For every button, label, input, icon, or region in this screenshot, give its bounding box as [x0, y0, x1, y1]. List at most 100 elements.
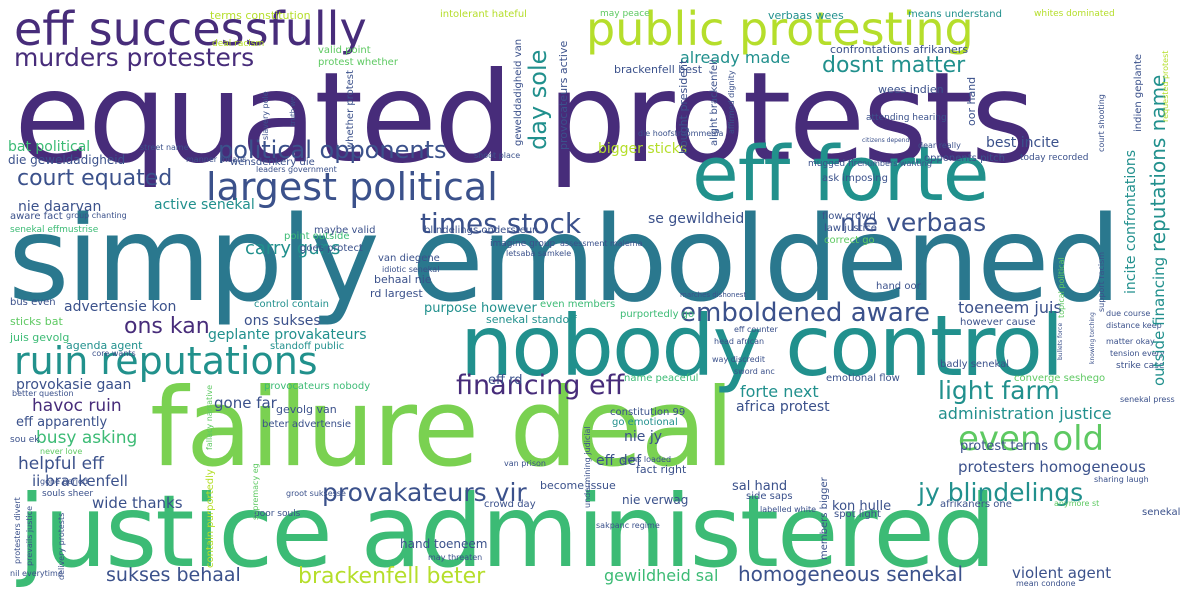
word: provakateurs vir	[322, 478, 527, 507]
word: toeneem juis	[958, 298, 1062, 317]
word: sou ek	[10, 435, 40, 445]
word: light farm	[938, 376, 1060, 405]
word: deal racism	[212, 39, 265, 49]
word: contain purportedly	[205, 469, 216, 568]
word: converge seshego	[1014, 373, 1106, 384]
word: even old	[958, 419, 1105, 459]
word: wide thanks	[92, 494, 183, 512]
word: constitution 99	[610, 407, 686, 418]
word: truth we	[289, 96, 297, 127]
word: knowing torching	[1089, 312, 1096, 364]
word: delivery protests	[57, 512, 66, 580]
word: maybe valid	[314, 225, 376, 236]
word: homogeneous senekal	[738, 562, 964, 586]
word: means understand	[908, 9, 1002, 20]
word: active senekal	[154, 197, 255, 213]
word: guns loaded	[622, 455, 672, 464]
word: correct go	[824, 235, 875, 246]
word: senekal standoff	[486, 313, 577, 326]
word: gevolg van	[276, 403, 337, 416]
word: distance keep	[1106, 321, 1162, 330]
word: numbers wanting	[862, 159, 932, 168]
word: core wants	[92, 349, 136, 358]
word: indien geplante	[1133, 53, 1144, 132]
word: havoc ruin	[32, 396, 122, 416]
word: street name	[140, 143, 189, 152]
word: beter advertensie	[262, 419, 352, 430]
word: undermining judicial	[583, 426, 592, 508]
word: die geweldadigheid	[8, 153, 126, 167]
word: protest whether	[318, 57, 398, 68]
word: senekal press	[1120, 395, 1175, 404]
word: protesters divert	[13, 497, 22, 564]
word: labelled white	[760, 505, 817, 514]
word: mean condone	[1016, 579, 1076, 588]
word: gewelddadigheid van	[513, 38, 524, 146]
word: africa protest	[736, 399, 830, 415]
word: sakpanc regime	[596, 521, 660, 530]
word: advertensie kon	[64, 299, 177, 315]
word: intolerant hateful	[440, 9, 527, 20]
word: gewildheid sal	[604, 566, 719, 585]
word: marches dishonest	[680, 291, 747, 299]
word: simply emboldened	[8, 190, 1121, 328]
word: shoot place	[474, 151, 521, 160]
word: fact right	[636, 463, 687, 476]
word: souls sheer	[42, 489, 94, 499]
word: may peace	[600, 9, 650, 19]
word: nobody control	[460, 297, 1064, 395]
word: confrontations afrikaners	[830, 43, 969, 56]
word: head african	[714, 337, 765, 346]
word: juis gevolg	[10, 331, 70, 344]
word: even members	[540, 299, 616, 310]
word: letsaba samkele	[506, 249, 572, 258]
word: already made	[680, 48, 791, 67]
word: sal hand	[732, 479, 788, 494]
word: gone period	[40, 477, 88, 486]
word: goes protect	[300, 243, 363, 254]
word: ruin reputations	[14, 339, 318, 383]
word: assessment malema	[560, 239, 643, 248]
word: equated protests	[14, 46, 1036, 191]
word: oor hand	[965, 76, 978, 126]
word: van diegene	[378, 253, 440, 264]
word: group chanting	[66, 211, 127, 220]
word: outside financing	[1150, 256, 1168, 386]
word: wensdenkery die	[230, 157, 315, 168]
word: leaders government	[256, 165, 337, 174]
word: fallacy narrative	[205, 384, 214, 450]
word: public protesting	[586, 2, 974, 56]
word: members bigger	[819, 477, 830, 560]
word: ask imposing	[822, 173, 888, 184]
word: sukses behaal	[106, 564, 241, 586]
word: helpful eff	[18, 454, 104, 474]
word: hand toeneem	[400, 537, 488, 551]
word: financing eff	[456, 370, 625, 401]
word: spot light	[834, 509, 881, 520]
word: may threaten	[428, 553, 483, 562]
word: behaal nie	[374, 273, 432, 286]
word: incite confrontations	[1123, 149, 1139, 294]
word: badly senekal	[940, 359, 1010, 370]
word: ons kan	[124, 314, 210, 339]
word: nie daarvan	[18, 199, 102, 215]
word: kon hulle	[832, 499, 892, 514]
word: ons sukses	[244, 313, 321, 329]
word: emotional flow	[826, 373, 900, 384]
word: eff def	[596, 453, 642, 469]
word: today recorded	[1020, 153, 1089, 163]
word: groot suksesse	[286, 489, 346, 498]
word: go emotional	[612, 417, 678, 428]
word: supremacy eg	[251, 463, 260, 520]
word: strike case	[1116, 361, 1165, 371]
word: brackenfell beter	[298, 564, 486, 589]
word: imagine group	[490, 239, 556, 249]
word: rd largest	[370, 287, 423, 300]
word: aware fact	[10, 211, 63, 222]
word: bullets force	[1057, 322, 1064, 360]
word: law justice	[824, 223, 877, 234]
word: administration justice	[938, 404, 1112, 423]
word: alight brackenfell	[709, 59, 720, 146]
word: crowd day	[484, 499, 536, 510]
